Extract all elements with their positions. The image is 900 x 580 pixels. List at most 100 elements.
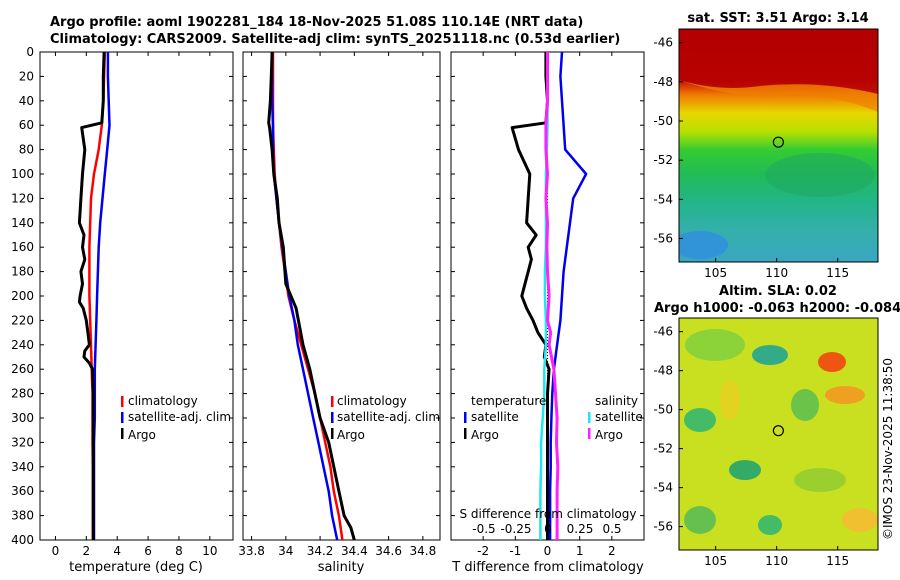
s-difference-axis-label: S difference from climatology [460, 507, 637, 521]
sla-blob [720, 380, 740, 420]
y-tick-label: 140 [11, 216, 34, 230]
x-tick-label: -1 [509, 544, 521, 558]
y-tick-label: 160 [11, 240, 34, 254]
sla-blob [842, 508, 878, 532]
legend-swatch-satellite [331, 412, 334, 423]
legend-swatch-t-satellite [464, 412, 467, 423]
x-tick-label: 2 [82, 544, 90, 558]
x-tick-label: 2 [608, 544, 616, 558]
legend-swatch-climatology [121, 396, 124, 407]
map-x-tick-label: 105 [704, 554, 727, 568]
map-x-tick-label: 105 [704, 266, 727, 280]
y-tick-label: 80 [19, 143, 34, 157]
sla-blob [825, 386, 865, 404]
y-tick-label: 40 [19, 94, 34, 108]
sla-blob [729, 460, 761, 480]
salinity-axes [242, 51, 441, 541]
map-y-tick-label: -46 [653, 36, 673, 50]
map-y-tick-label: -48 [653, 75, 673, 89]
legend-swatch-argo [121, 428, 124, 439]
x-tick-label: 33.8 [238, 544, 265, 558]
legend-swatch-argo [331, 428, 334, 439]
s-diff-tick-label: 0.5 [602, 522, 621, 536]
map-y-tick-label: -50 [653, 114, 673, 128]
x-tick-label: 0 [52, 544, 60, 558]
sla-blob [794, 468, 846, 492]
x-tick-label: 1 [576, 544, 584, 558]
legend-swatch-s-argo [588, 428, 591, 439]
sla-blob [752, 345, 788, 365]
x-tick-label: -2 [477, 544, 489, 558]
sla-blob [791, 389, 819, 421]
series-argo [267, 52, 356, 540]
temperature-legend: climatology satellite-adj. clim Argo [121, 394, 231, 442]
y-tick-label: 380 [11, 509, 34, 523]
legend-label-climatology: climatology [128, 394, 198, 408]
sla-blob [685, 329, 745, 361]
legend-label-argo: Argo [337, 428, 365, 442]
x-tick-label: 34.6 [375, 544, 402, 558]
x-tick-label: 34.4 [341, 544, 368, 558]
y-tick-label: 260 [11, 362, 34, 376]
map-y-tick-label: -46 [653, 325, 673, 339]
y-tick-label: 120 [11, 191, 34, 205]
map-y-tick-label: -50 [653, 403, 673, 417]
y-tick-label: 100 [11, 167, 34, 181]
sst-orange-band [679, 80, 878, 112]
legend-swatch-climatology [331, 396, 334, 407]
y-tick-label: 60 [19, 118, 34, 132]
sla-title-line1: Altim. SLA: 0.02 [719, 284, 837, 299]
s-diff-tick-label: 0.25 [567, 522, 594, 536]
sst-green-patch [765, 153, 875, 197]
y-tick-label: 300 [11, 411, 34, 425]
x-tick-label: 4 [113, 544, 121, 558]
series-temperature-satellite [548, 52, 588, 540]
legend-label-satellite: satellite-adj. clim [337, 410, 440, 424]
x-tick-label: 8 [175, 544, 183, 558]
sst-cold-patch [679, 231, 728, 259]
series-salinity-argo [544, 52, 560, 540]
imos-stamp: ©IMOS 23-Nov-2025 11:38:50 [881, 358, 895, 540]
y-tick-label: 280 [11, 387, 34, 401]
series-satellite-adj-clim [270, 52, 339, 540]
sst-title: sat. SST: 3.51 Argo: 3.14 [687, 11, 868, 26]
sst-map-axes [678, 28, 879, 263]
x-tick-label: 0 [544, 544, 552, 558]
s-diff-tick-label: -0.25 [500, 522, 531, 536]
sla-title-line2: Argo h1000: -0.063 h2000: -0.084 [654, 301, 900, 316]
legend-label-s-argo: Argo [595, 428, 623, 442]
x-tick-label: 6 [144, 544, 152, 558]
s-diff-tick-label: 0 [544, 522, 552, 536]
x-tick-label: 10 [202, 544, 217, 558]
legend-label-t-satellite: satellite [471, 410, 519, 424]
map-x-tick-label: 115 [826, 554, 849, 568]
y-tick-label: 400 [11, 533, 34, 547]
figure-title-line1: Argo profile: aoml 1902281_184 18-Nov-20… [50, 15, 584, 30]
map-x-tick-label: 110 [765, 554, 788, 568]
map-y-tick-label: -52 [653, 442, 673, 456]
x-tick-label: 34.2 [307, 544, 334, 558]
map-x-tick-label: 115 [826, 266, 849, 280]
argo-position-marker [772, 136, 784, 148]
map-y-tick-label: -54 [653, 192, 673, 206]
difference-xlabel: T difference from climatology [451, 560, 644, 575]
map-y-tick-label: -56 [653, 232, 673, 246]
x-tick-label: 34 [278, 544, 293, 558]
argo-position-marker [772, 425, 784, 437]
legend-label-satellite: satellite-adj. clim [128, 410, 231, 424]
x-tick-label: 34.8 [410, 544, 437, 558]
y-tick-label: 20 [19, 69, 34, 83]
y-tick-label: 0 [26, 45, 34, 59]
y-tick-label: 200 [11, 289, 34, 303]
salinity-legend: climatology satellite-adj. clim Argo [331, 394, 440, 442]
figure-title-line2: Climatology: CARS2009. Satellite-adj cli… [50, 32, 621, 47]
sla-map-axes [678, 317, 879, 551]
temperature-axes [39, 51, 234, 541]
y-tick-label: 340 [11, 460, 34, 474]
sla-map-panel [679, 318, 878, 550]
map-y-tick-label: -48 [653, 364, 673, 378]
s-diff-tick-label: -0.5 [472, 522, 495, 536]
legend-swatch-s-satellite [588, 412, 591, 423]
difference-legend: temperature satellite Argo salinity sate… [464, 394, 643, 442]
